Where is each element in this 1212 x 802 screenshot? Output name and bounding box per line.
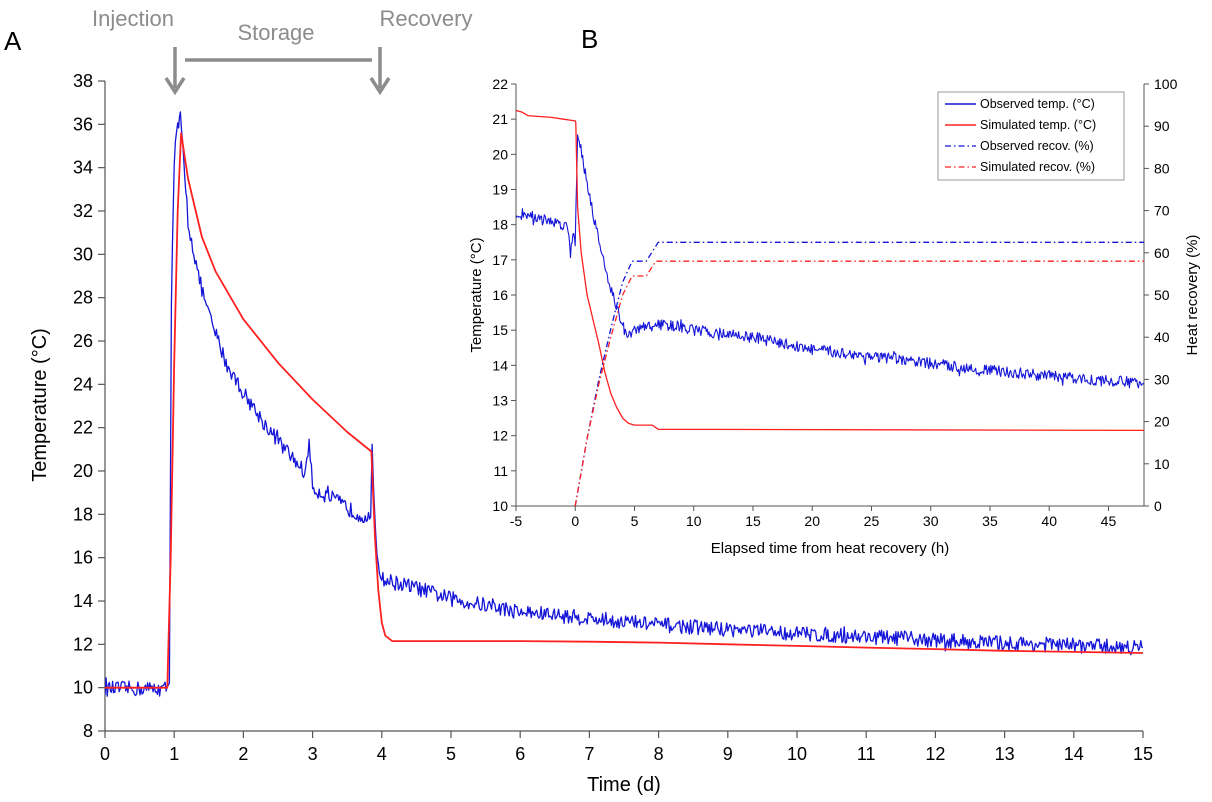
panel-b-y-tick-label: 21 [492, 111, 508, 127]
panel-b-x-tick-label: 20 [804, 513, 820, 529]
recovery-label: Recovery [380, 6, 473, 31]
panel-b-y-tick-label: 11 [493, 463, 508, 479]
panel-a-x-tick-label: 9 [723, 744, 733, 764]
legend-box [937, 91, 1125, 181]
panel-a-x-tick-label: 6 [515, 744, 525, 764]
panel-a-x-tick-label: 7 [584, 744, 594, 764]
panel-b-x-tick-label: 15 [745, 513, 761, 529]
panel-b-y-tick-label: 18 [492, 217, 508, 233]
panel-b-y-tick-label: 17 [492, 252, 508, 268]
panel-b-simulated-temp-line [516, 109, 1144, 432]
panel-b-y2-tick-label: 10 [1154, 456, 1170, 472]
panel-a-y-tick-label: 22 [73, 418, 93, 438]
panel-b-x-tick-label: 5 [631, 513, 639, 529]
panel-a-x-tick-label: 10 [787, 744, 807, 764]
panel-label-b: B [581, 24, 598, 54]
panel-a-y-tick-label: 38 [73, 71, 93, 91]
legend: Observed temp. (°C) Simulated temp. (°C)… [937, 91, 1125, 181]
panel-b-x-tick-label: -5 [510, 513, 523, 529]
panel-b-chart: -5 0 5 10 15 20 25 30 35 40 45 10 11 12 13 14 15 16 17 18 19… [468, 76, 1201, 557]
panel-b-x-tick-label: 40 [1041, 513, 1057, 529]
panel-b-y-tick-label: 13 [492, 393, 508, 409]
panel-a-y-tick-label: 28 [73, 288, 93, 308]
panel-a-x-tick-label: 4 [377, 744, 387, 764]
storage-label: Storage [237, 20, 314, 45]
panel-a-x-tick-label: 1 [169, 744, 179, 764]
panel-b-x-tick-label: 10 [686, 513, 702, 529]
panel-a-x-tick-label: 2 [238, 744, 248, 764]
panel-a-y-tick-label: 14 [73, 591, 93, 611]
panel-b-y2-tick-label: 30 [1154, 371, 1170, 387]
panel-b-y2-tick-label: 40 [1154, 329, 1170, 345]
panel-b-y2-tick-label: 50 [1154, 287, 1170, 303]
legend-label-observed-temp: Observed temp. (°C) [980, 97, 1095, 111]
panel-b-observed-temp-line [516, 134, 1144, 389]
panel-a-y-tick-label: 8 [83, 721, 93, 741]
panel-b-x-tick-label: 25 [864, 513, 880, 529]
recovery-arrow-head [369, 77, 391, 96]
panel-b-y2-tick-label: 80 [1154, 160, 1170, 176]
panel-b-y-tick-label: 22 [492, 76, 508, 92]
panel-b-y-tick-label: 16 [492, 287, 508, 303]
panel-a-y-tick-label: 12 [73, 634, 93, 654]
panel-b-y2-tick-label: 60 [1154, 245, 1170, 261]
panel-b-y-axis-title: Temperature (°C) [468, 237, 485, 352]
panel-a-y-axis-title: Temperature (°C) [29, 328, 51, 482]
panel-a-x-tick-label: 0 [100, 744, 110, 764]
panel-a-x-axis-title: Time (d) [587, 774, 661, 796]
phase-arrows [164, 47, 391, 96]
panel-a-x-tick-label: 3 [308, 744, 318, 764]
panel-a-y-tick-label: 26 [73, 331, 93, 351]
panel-b-x-tick-label: 30 [923, 513, 939, 529]
panel-a-x-tick-label: 12 [925, 744, 945, 764]
panel-a-x-tick-label: 11 [857, 744, 876, 764]
panel-b-simulated-recovery-line [574, 260, 1144, 506]
panel-b-y-tick-label: 12 [492, 428, 508, 444]
panel-a-observed-temp-line [105, 111, 1143, 697]
panel-a-simulated-temp-line [105, 132, 1143, 689]
panel-b-x-tick-label: 35 [982, 513, 998, 529]
panel-a-y-tick-label: 20 [73, 461, 93, 481]
panel-b-y-tick-label: 15 [492, 322, 508, 338]
panel-b-observed-recovery-line [574, 241, 1144, 506]
panel-a-x-tick-label: 5 [446, 744, 456, 764]
panel-b-y2-tick-label: 90 [1154, 118, 1170, 134]
panel-a-y-tick-label: 10 [73, 678, 93, 698]
panel-a-y-tick-label: 32 [73, 201, 93, 221]
panel-b-x-tick-label: 45 [1101, 513, 1117, 529]
panel-a-x-tick-label: 14 [1064, 744, 1084, 764]
legend-label-simulated-temp: Simulated temp. (°C) [980, 118, 1096, 132]
panel-b-y-tick-label: 10 [492, 498, 508, 514]
panel-b-y2-tick-label: 100 [1154, 76, 1178, 92]
panel-b-y2-tick-label: 20 [1154, 414, 1170, 430]
panel-a-x-tick-label: 13 [995, 744, 1015, 764]
panel-a-y-tick-label: 30 [73, 244, 93, 264]
panel-b-y2-axis-title: Heat recovery (%) [1184, 235, 1201, 356]
panel-b-y-tick-label: 14 [492, 357, 508, 373]
panel-a-x-tick-label: 15 [1133, 744, 1153, 764]
panel-a-y-tick-label: 36 [73, 114, 93, 134]
panel-b-y2-tick-label: 0 [1154, 498, 1162, 514]
injection-arrow-head [164, 77, 186, 96]
panel-a-x-tick-label: 8 [654, 744, 664, 764]
panel-a-y-tick-label: 18 [73, 504, 93, 524]
legend-label-observed-recov: Observed recov. (%) [980, 139, 1094, 153]
panel-a-y-tick-label: 24 [73, 374, 93, 394]
panel-b-x-axis-title: Elapsed time from heat recovery (h) [711, 540, 949, 557]
panel-b-y-tick-label: 19 [492, 182, 508, 198]
panel-a-chart: 0 1 2 3 4 5 6 7 8 9 10 11 12 13 14 15810121416182022242… [29, 71, 1153, 796]
panel-b-y-tick-label: 20 [492, 146, 508, 162]
panel-b-y2-tick-label: 70 [1154, 203, 1170, 219]
panel-b-x-tick-label: 0 [571, 513, 579, 529]
panel-a-y-tick-label: 16 [73, 548, 93, 568]
legend-label-simulated-recov: Simulated recov. (%) [980, 160, 1095, 174]
injection-label: Injection [92, 6, 174, 31]
panel-a-y-tick-label: 34 [73, 158, 93, 178]
panel-label-a: A [4, 26, 22, 56]
